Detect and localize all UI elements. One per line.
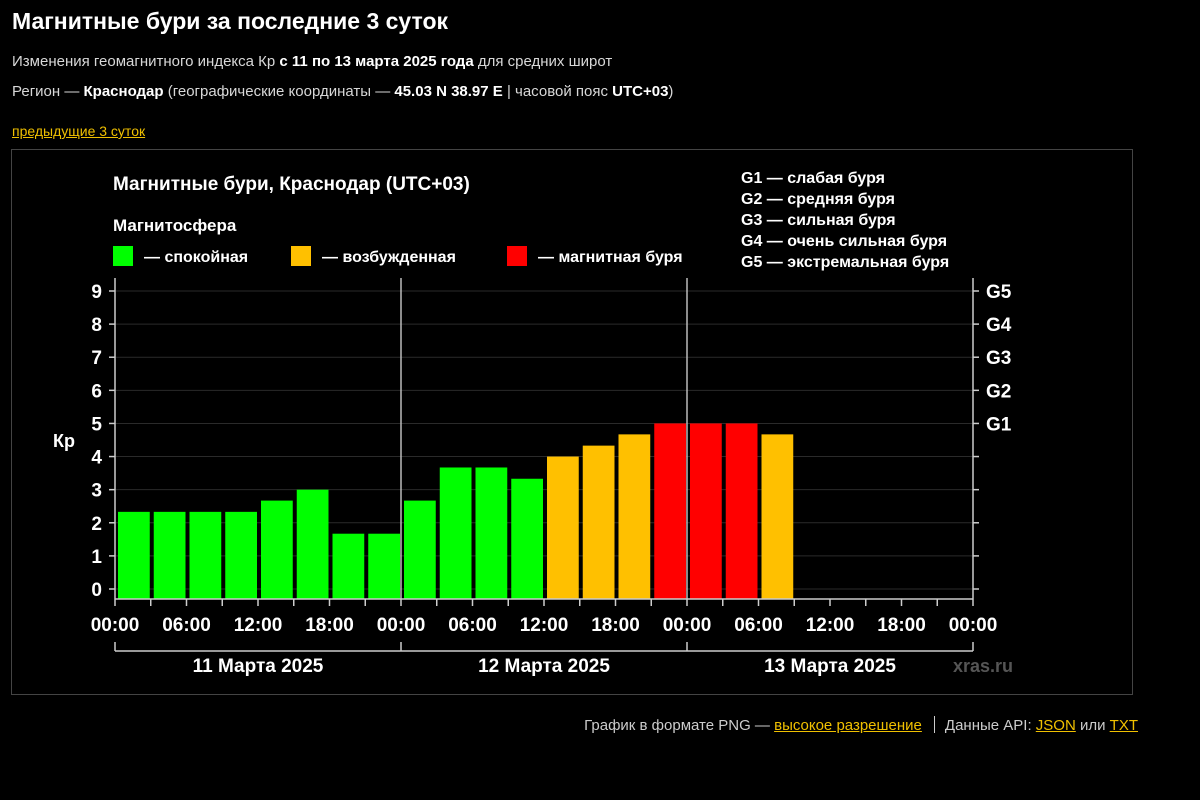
y-tick-label: 9 bbox=[91, 282, 102, 303]
kp-bar-4 bbox=[225, 511, 257, 599]
x-tick-label: 18:00 bbox=[591, 615, 640, 636]
kp-bar-16 bbox=[654, 423, 686, 599]
legend-swatch-storm bbox=[507, 246, 527, 266]
region-tz-prefix: | часовой пояс bbox=[502, 83, 613, 100]
x-tick-label: 06:00 bbox=[448, 615, 497, 636]
kp-bar-5 bbox=[261, 500, 293, 599]
watermark: xras.ru bbox=[953, 656, 1013, 676]
x-tick-label: 00:00 bbox=[91, 615, 140, 636]
kp-bar-14 bbox=[582, 445, 615, 599]
g-scale-label: G5 bbox=[986, 282, 1012, 303]
kp-bar-6 bbox=[296, 489, 329, 599]
y-tick-label: 1 bbox=[91, 547, 102, 568]
footer: График в формате PNG — высокое разрешени… bbox=[584, 716, 1138, 734]
kp-bar-2 bbox=[153, 511, 186, 599]
y-tick-label: 3 bbox=[91, 481, 102, 502]
kp-bar-11 bbox=[475, 467, 508, 599]
x-tick-label: 18:00 bbox=[877, 615, 926, 636]
kp-bar-19 bbox=[761, 434, 794, 599]
region-coords: 45.03 N 38.97 E bbox=[394, 83, 503, 100]
x-tick-label: 06:00 bbox=[734, 615, 783, 636]
region-prefix: Регион — bbox=[12, 83, 84, 100]
kp-bar-18 bbox=[725, 423, 758, 599]
day-label-3: 13 Марта 2025 bbox=[764, 656, 896, 677]
y-tick-label: 6 bbox=[91, 381, 102, 402]
legend-label-storm: — магнитная буря bbox=[538, 249, 683, 266]
kp-bar-13 bbox=[547, 456, 579, 599]
previous-3-days-link[interactable]: предыдущие 3 суток bbox=[12, 123, 146, 139]
g-scale-label: G2 bbox=[986, 381, 1011, 402]
region-timezone: UTC+03 bbox=[612, 83, 669, 100]
kp-bar-1 bbox=[118, 511, 150, 599]
bars-layer bbox=[118, 423, 794, 599]
g-legend-g4: G4 — очень сильная буря bbox=[741, 233, 947, 250]
kp-bar-7 bbox=[332, 533, 365, 599]
y-tick-label: 8 bbox=[91, 315, 102, 336]
y-axis-label: Кр bbox=[53, 431, 75, 451]
grid-layer bbox=[115, 278, 973, 599]
g-legend-g5: G5 — экстремальная буря bbox=[741, 254, 949, 271]
g-legend-g3: G3 — сильная буря bbox=[741, 212, 896, 229]
y-tick-label: 2 bbox=[91, 514, 102, 535]
y-tick-label: 0 bbox=[91, 580, 102, 601]
legend-swatch-quiet bbox=[113, 246, 133, 266]
kp-chart: 0 1 2 3 4 5 6 7 8 9 G1 G2 G3 G4 G5 00:00 06:00 12:00 18:00… bbox=[53, 170, 1013, 677]
footer-api-text: Данные API: bbox=[944, 717, 1036, 734]
subtitle-region: Регион — Краснодар (географические коорд… bbox=[12, 83, 673, 100]
g-legend-g1: G1 — слабая буря bbox=[741, 170, 885, 187]
day-label-1: 11 Марта 2025 bbox=[193, 656, 324, 677]
g-scale-label: G3 bbox=[986, 348, 1011, 369]
g-scale-label: G1 bbox=[986, 414, 1012, 435]
footer-divider bbox=[933, 716, 935, 733]
x-tick-label: 12:00 bbox=[520, 615, 569, 636]
kp-bar-3 bbox=[189, 511, 222, 599]
chart-title: Магнитные бури, Краснодар (UTC+03) bbox=[113, 174, 470, 195]
subtitle-period-dates: с 11 по 13 марта 2025 года bbox=[279, 53, 474, 70]
legend-label-quiet: — спокойная bbox=[144, 249, 248, 266]
x-tick-label: 00:00 bbox=[377, 615, 426, 636]
kp-bar-8 bbox=[368, 533, 400, 599]
kp-bar-15 bbox=[618, 434, 651, 599]
kp-bar-9 bbox=[404, 500, 436, 599]
legend-label-active: — возбужденная bbox=[322, 249, 456, 266]
x-tick-label: 12:00 bbox=[234, 615, 283, 636]
region-coords-prefix: (географические координаты — bbox=[163, 83, 395, 100]
kp-bar-12 bbox=[511, 478, 543, 599]
g-legend-g2: G2 — средняя буря bbox=[741, 191, 895, 208]
footer-or-text: или bbox=[1075, 717, 1110, 734]
footer-png-text: График в формате PNG — bbox=[584, 717, 775, 734]
json-link[interactable]: JSON bbox=[1035, 717, 1076, 734]
x-tick-label: 00:00 bbox=[949, 615, 998, 636]
x-tick-label: 00:00 bbox=[663, 615, 712, 636]
page-title: Магнитные бури за последние 3 суток bbox=[12, 8, 449, 34]
subtitle-period: Изменения геомагнитного индекса Кр с 11 … bbox=[12, 53, 612, 70]
subtitle-period-prefix: Изменения геомагнитного индекса Кр bbox=[12, 53, 280, 70]
subtitle-period-suffix: для средних широт bbox=[473, 53, 613, 70]
txt-link[interactable]: TXT bbox=[1109, 717, 1138, 734]
kp-bar-17 bbox=[690, 423, 722, 599]
kp-bar-10 bbox=[439, 467, 472, 599]
hires-link[interactable]: высокое разрешение bbox=[774, 717, 922, 734]
legend-swatch-active bbox=[291, 246, 311, 266]
g-scale-label: G4 bbox=[986, 315, 1012, 336]
region-name: Краснодар bbox=[83, 83, 164, 100]
y-tick-label: 7 bbox=[91, 348, 102, 369]
y-tick-label: 4 bbox=[91, 448, 102, 469]
y-tick-label: 5 bbox=[91, 414, 102, 435]
day-label-2: 12 Марта 2025 bbox=[478, 656, 610, 677]
x-tick-label: 06:00 bbox=[162, 615, 211, 636]
legend-title: Магнитосфера bbox=[113, 216, 237, 235]
axes-layer: 0 1 2 3 4 5 6 7 8 9 G1 G2 G3 G4 G5 00:00 06:00 12:00 18:00… bbox=[91, 278, 1012, 652]
chart-frame: 0 1 2 3 4 5 6 7 8 9 G1 G2 G3 G4 G5 00:00 06:00 12:00 18:00… bbox=[11, 149, 1133, 695]
region-suffix: ) bbox=[668, 83, 674, 100]
x-tick-label: 18:00 bbox=[305, 615, 354, 636]
x-tick-label: 12:00 bbox=[806, 615, 855, 636]
